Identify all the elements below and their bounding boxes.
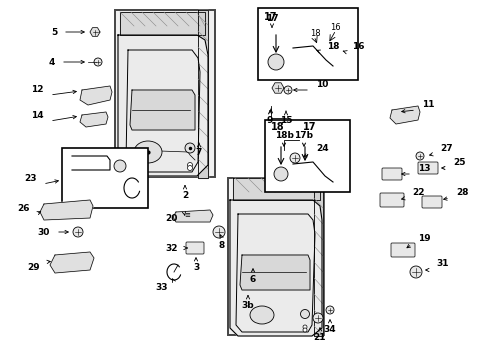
Polygon shape	[198, 10, 208, 178]
Text: 4: 4	[49, 58, 55, 67]
Polygon shape	[240, 255, 310, 290]
Polygon shape	[230, 200, 322, 336]
FancyBboxPatch shape	[391, 243, 415, 257]
Text: 22: 22	[412, 188, 424, 197]
Text: 34: 34	[324, 325, 336, 334]
Text: 3: 3	[193, 264, 199, 273]
Polygon shape	[173, 210, 213, 222]
Text: 16: 16	[352, 41, 365, 50]
Text: 28: 28	[456, 188, 468, 197]
Text: 29: 29	[27, 264, 40, 273]
Text: 17b: 17b	[294, 131, 314, 140]
Text: 18: 18	[271, 122, 285, 132]
Polygon shape	[40, 200, 93, 220]
FancyBboxPatch shape	[382, 168, 402, 180]
Text: 19: 19	[418, 234, 431, 243]
Circle shape	[326, 306, 334, 314]
Polygon shape	[118, 35, 208, 176]
Text: 10: 10	[316, 80, 328, 89]
Circle shape	[274, 167, 288, 181]
Text: 26: 26	[18, 203, 30, 212]
Circle shape	[290, 153, 300, 163]
Text: 16: 16	[330, 23, 341, 32]
Text: 3b: 3b	[242, 301, 254, 310]
Text: 25: 25	[453, 158, 466, 166]
Ellipse shape	[134, 141, 162, 163]
Polygon shape	[80, 112, 108, 127]
Text: 2: 2	[182, 190, 188, 199]
Text: 18b: 18b	[274, 131, 294, 140]
Text: 8: 8	[219, 240, 225, 249]
Circle shape	[114, 160, 126, 172]
Text: 33: 33	[155, 284, 168, 292]
Text: 13: 13	[418, 163, 431, 172]
Circle shape	[213, 226, 225, 238]
FancyBboxPatch shape	[422, 196, 442, 208]
FancyBboxPatch shape	[115, 10, 215, 177]
Circle shape	[94, 58, 102, 66]
Circle shape	[313, 313, 323, 323]
Circle shape	[185, 143, 195, 153]
Circle shape	[416, 152, 424, 160]
Text: 11: 11	[422, 99, 435, 108]
Text: 7: 7	[196, 148, 202, 157]
Polygon shape	[314, 178, 323, 336]
Text: ≡: ≡	[184, 212, 190, 218]
Text: 18: 18	[310, 29, 320, 38]
Circle shape	[188, 162, 193, 167]
Text: 20: 20	[166, 213, 178, 222]
FancyBboxPatch shape	[62, 148, 148, 208]
FancyBboxPatch shape	[228, 178, 324, 335]
Text: 30: 30	[38, 228, 50, 237]
Text: 17: 17	[303, 122, 317, 132]
Text: 24: 24	[316, 144, 329, 153]
Text: 5: 5	[51, 27, 57, 36]
Text: 15: 15	[280, 116, 292, 125]
FancyBboxPatch shape	[258, 8, 358, 80]
Text: 21: 21	[314, 333, 326, 342]
Circle shape	[410, 266, 422, 278]
Text: 6: 6	[250, 275, 256, 284]
Circle shape	[73, 227, 83, 237]
Text: 31: 31	[436, 260, 448, 269]
Polygon shape	[90, 28, 100, 36]
Text: 32: 32	[166, 243, 178, 252]
Circle shape	[303, 325, 307, 329]
Polygon shape	[80, 86, 112, 105]
Text: 12: 12	[31, 85, 44, 94]
Polygon shape	[272, 83, 284, 93]
FancyBboxPatch shape	[186, 242, 204, 254]
Text: 17: 17	[264, 12, 277, 22]
Polygon shape	[50, 252, 94, 273]
Text: 27: 27	[440, 144, 453, 153]
Circle shape	[284, 86, 292, 94]
Circle shape	[303, 328, 307, 332]
Polygon shape	[390, 106, 420, 124]
Ellipse shape	[250, 306, 274, 324]
Circle shape	[300, 310, 310, 319]
Text: 14: 14	[31, 111, 44, 120]
Circle shape	[268, 54, 284, 70]
Text: 23: 23	[24, 174, 37, 183]
Polygon shape	[130, 90, 195, 130]
Text: 18: 18	[327, 41, 340, 50]
FancyBboxPatch shape	[265, 120, 350, 192]
Polygon shape	[233, 178, 320, 200]
Polygon shape	[120, 12, 205, 35]
Text: 17: 17	[266, 14, 278, 23]
FancyBboxPatch shape	[418, 162, 438, 174]
Text: 9: 9	[267, 116, 273, 125]
Circle shape	[188, 166, 193, 171]
FancyBboxPatch shape	[380, 193, 404, 207]
